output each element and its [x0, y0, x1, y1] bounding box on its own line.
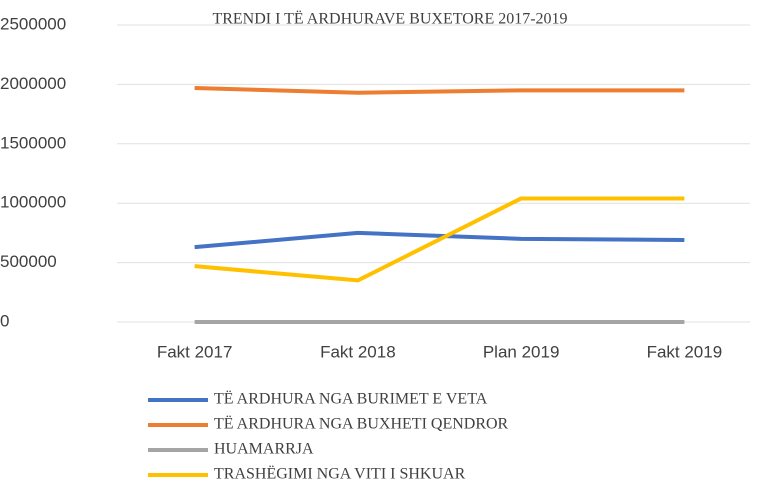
series-line: [194, 196, 685, 283]
y-tick-label: 500000: [0, 252, 57, 271]
x-tick-label: Plan 2019: [483, 342, 560, 361]
x-tick-label: Fakt 2019: [647, 342, 723, 361]
y-tick-label: 2500000: [0, 14, 66, 33]
series-line: [194, 230, 685, 250]
legend-label: HUAMARRJA: [214, 441, 314, 458]
y-tick-label: 0: [0, 311, 9, 330]
series-line: [194, 85, 685, 95]
legend-label: TRASHËGIMI NGA VITI I SHKUAR: [214, 465, 466, 483]
chart-title: TRENDI I TË ARDHURAVE BUXETORE 2017-2019: [212, 10, 567, 28]
x-tick-label: Fakt 2018: [320, 342, 396, 361]
y-tick-label: 1000000: [0, 193, 66, 212]
legend-label: TË ARDHURA NGA BUXHETI QENDROR: [214, 415, 509, 433]
y-tick-label: 2000000: [0, 74, 66, 93]
x-tick-label: Fakt 2017: [157, 342, 233, 361]
y-tick-label: 1500000: [0, 133, 66, 152]
legend-label: TË ARDHURA NGA BURIMET E VETA: [214, 390, 488, 408]
